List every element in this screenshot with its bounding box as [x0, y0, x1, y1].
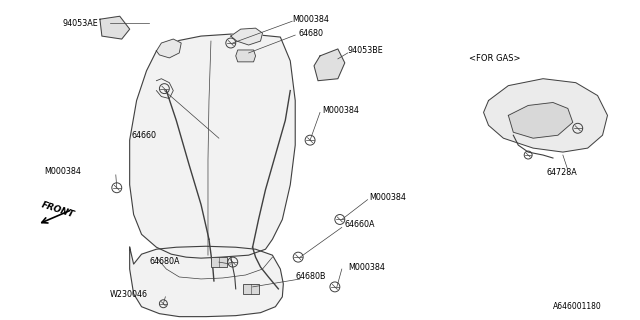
Text: FRONT: FRONT [40, 200, 76, 220]
Polygon shape [314, 49, 345, 81]
Polygon shape [484, 79, 607, 152]
Text: 64680: 64680 [298, 28, 323, 38]
Polygon shape [130, 34, 295, 258]
Text: <FOR GAS>: <FOR GAS> [468, 54, 520, 63]
Polygon shape [231, 28, 262, 45]
Bar [243, 284, 259, 294]
Bar [211, 257, 227, 267]
Text: 94053AE: 94053AE [62, 19, 98, 28]
Text: M000384: M000384 [348, 263, 385, 272]
Polygon shape [100, 16, 130, 39]
Polygon shape [236, 50, 255, 62]
Polygon shape [130, 246, 284, 316]
Text: M000384: M000384 [44, 167, 81, 176]
Polygon shape [156, 39, 181, 58]
Polygon shape [508, 102, 573, 138]
Text: 94053BE: 94053BE [348, 46, 383, 55]
Text: M000384: M000384 [369, 193, 406, 202]
Text: 64680A: 64680A [150, 257, 180, 266]
Text: W230046: W230046 [110, 290, 148, 299]
Text: 64728A: 64728A [546, 168, 577, 177]
Text: M000384: M000384 [292, 15, 329, 24]
Text: M000384: M000384 [322, 106, 359, 115]
Text: 64660: 64660 [132, 131, 157, 140]
Text: 64680B: 64680B [295, 272, 326, 282]
Text: A646001180: A646001180 [553, 302, 602, 311]
Text: 64660A: 64660A [345, 220, 375, 229]
